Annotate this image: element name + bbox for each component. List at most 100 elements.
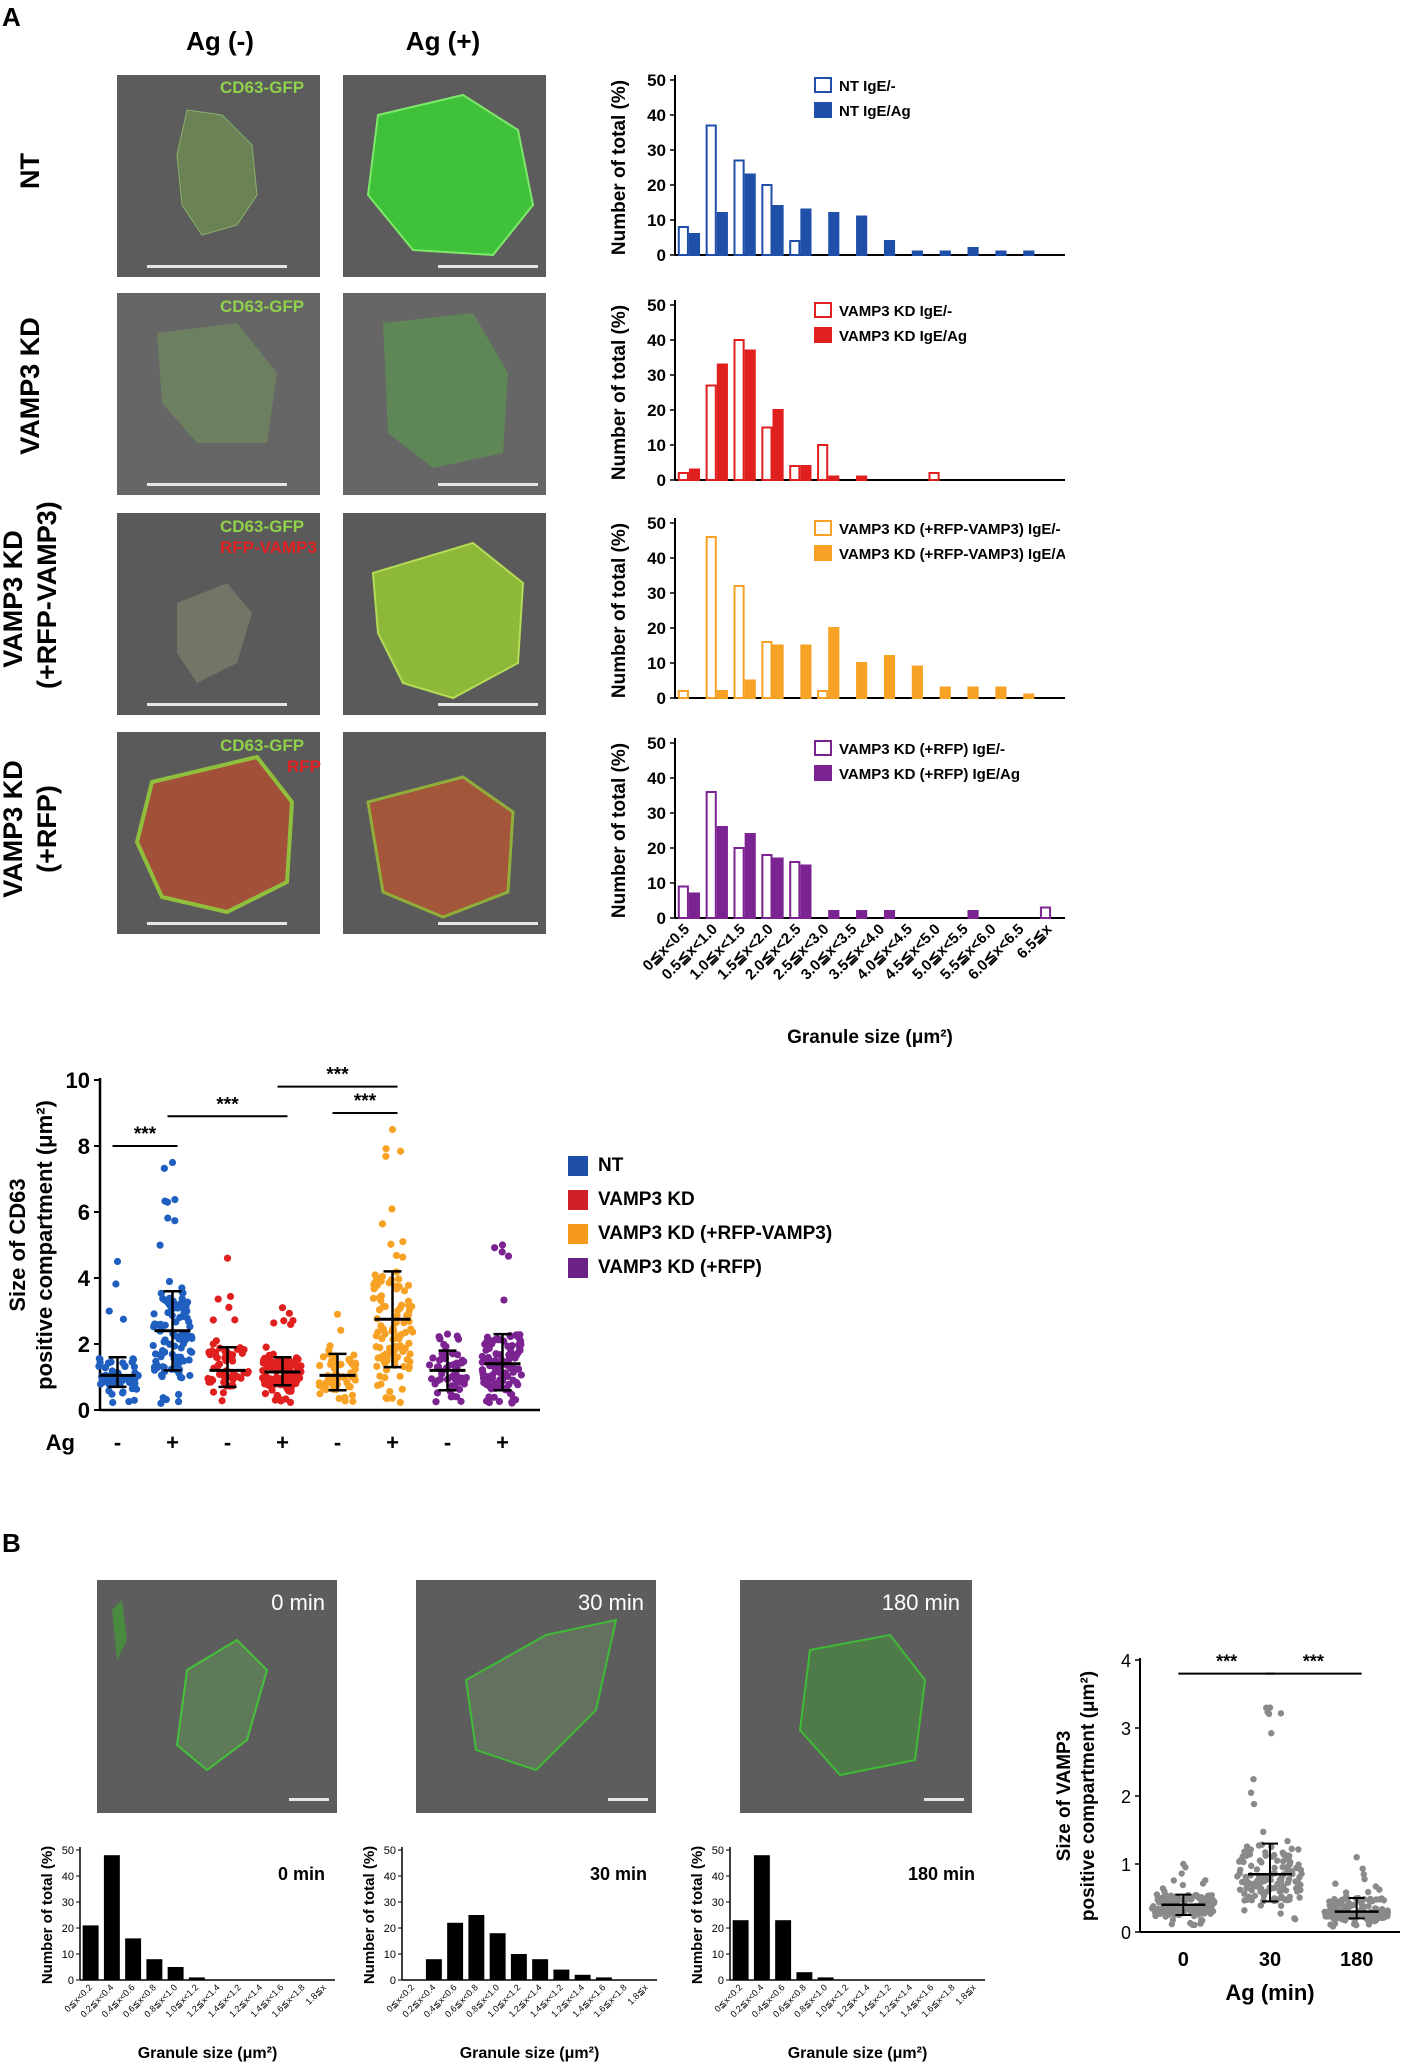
y-tick-label: 20: [647, 176, 666, 195]
data-point: [406, 1350, 414, 1358]
data-point: [287, 1320, 295, 1329]
data-point: [330, 1364, 339, 1373]
data-point: [1243, 1896, 1251, 1904]
legend-swatch: [814, 545, 832, 561]
data-point: [180, 1308, 188, 1316]
x-tick-label: 1.8≦x: [625, 1982, 650, 2007]
bar-solid: [800, 465, 812, 481]
bar-solid: [911, 665, 923, 699]
bar-solid: [772, 644, 784, 699]
data-point: [158, 1347, 167, 1355]
legend-swatch-vamp3-kd: [568, 1190, 588, 1210]
data-point: [158, 1372, 166, 1381]
data-point: [458, 1374, 466, 1382]
data-point: [1161, 1888, 1168, 1895]
bar-solid: [995, 250, 1007, 256]
micrograph-rfp-pos: [343, 732, 546, 934]
y-tick-label: 40: [647, 106, 666, 125]
data-point: [1162, 1913, 1169, 1920]
data-point: [164, 1214, 172, 1222]
bar-solid: [744, 349, 756, 481]
data-point: [457, 1397, 465, 1405]
data-point: [1285, 1856, 1293, 1864]
data-point: [174, 1304, 182, 1312]
bar-open: [705, 384, 717, 481]
legend-swatch: [814, 327, 832, 343]
legend-swatch: [814, 520, 832, 536]
data-point: [156, 1320, 165, 1329]
legend-swatch: [814, 302, 832, 318]
bar-solid: [828, 627, 840, 699]
x-tick-label: 0: [1178, 1949, 1189, 1971]
data-point: [204, 1374, 212, 1383]
data-point: [1296, 1894, 1303, 1901]
data-point: [1284, 1837, 1291, 1845]
data-point: [498, 1241, 507, 1249]
x-axis-label: Granule size (μm²): [138, 2045, 278, 2062]
data-point: [98, 1375, 107, 1384]
data-point: [505, 1351, 513, 1359]
bar: [125, 1938, 142, 1980]
data-point: [284, 1360, 292, 1369]
y-tick-label: 10: [647, 874, 666, 893]
bar-open: [928, 472, 940, 481]
data-point: [270, 1319, 278, 1327]
data-point: [381, 1330, 389, 1338]
data-point: [261, 1372, 270, 1381]
data-point: [429, 1354, 437, 1362]
data-point: [210, 1350, 219, 1358]
y-tick-label: 1: [1121, 1855, 1131, 1875]
data-point: [175, 1390, 183, 1399]
data-point: [508, 1342, 516, 1350]
data-point: [1253, 1866, 1261, 1873]
y-axis-label-line2: positive compartment (μm²): [32, 1100, 57, 1390]
data-point: [1353, 1854, 1360, 1861]
data-point: [1241, 1890, 1248, 1897]
bar-open: [789, 861, 801, 919]
data-point: [400, 1287, 409, 1295]
data-point: [1246, 1851, 1254, 1858]
y-tick-label: 10: [647, 654, 666, 673]
data-point: [220, 1378, 228, 1386]
data-point: [1189, 1905, 1196, 1913]
data-point: [1365, 1903, 1372, 1910]
bar-solid: [883, 655, 896, 699]
legend-label: VAMP3 KD (+RFP-VAMP3) IgE/-: [839, 521, 1061, 538]
bar-solid: [772, 409, 784, 481]
y-axis-label: Number of total (%): [609, 305, 630, 480]
panel-label-a: A: [2, 2, 21, 32]
data-point: [186, 1323, 194, 1331]
bar-solid: [828, 475, 840, 481]
time-label-30min: 30 min: [577, 1590, 644, 1615]
bar: [553, 1969, 570, 1980]
data-point: [1338, 1915, 1346, 1923]
data-point: [1359, 1865, 1366, 1872]
data-point: [174, 1353, 182, 1361]
data-point: [163, 1198, 172, 1206]
data-point: [277, 1397, 285, 1405]
data-point: [393, 1353, 402, 1361]
data-point: [1326, 1901, 1333, 1909]
data-point: [396, 1372, 404, 1380]
data-point: [1257, 1902, 1265, 1909]
data-point: [337, 1326, 345, 1334]
bar-solid: [744, 679, 756, 699]
data-point: [108, 1390, 116, 1398]
data-point: [119, 1315, 128, 1323]
bar-solid: [967, 247, 979, 256]
data-point: [345, 1383, 353, 1391]
data-point: [1258, 1859, 1265, 1866]
bar-open: [1039, 906, 1052, 919]
y-tick-label: 50: [384, 1845, 396, 1857]
histogram-vamp3-kd: 0 10 20 30 40 50 Number of total (%) VAMP3 KD I…: [609, 296, 1065, 490]
legend-swatch: [814, 740, 832, 756]
data-point: [329, 1357, 337, 1366]
data-point: [403, 1311, 411, 1319]
data-point: [395, 1275, 403, 1283]
data-point: [395, 1282, 403, 1291]
data-point: [379, 1356, 388, 1364]
significance-label: ***: [134, 1124, 157, 1145]
data-point: [101, 1364, 110, 1372]
bar-open: [677, 226, 689, 256]
